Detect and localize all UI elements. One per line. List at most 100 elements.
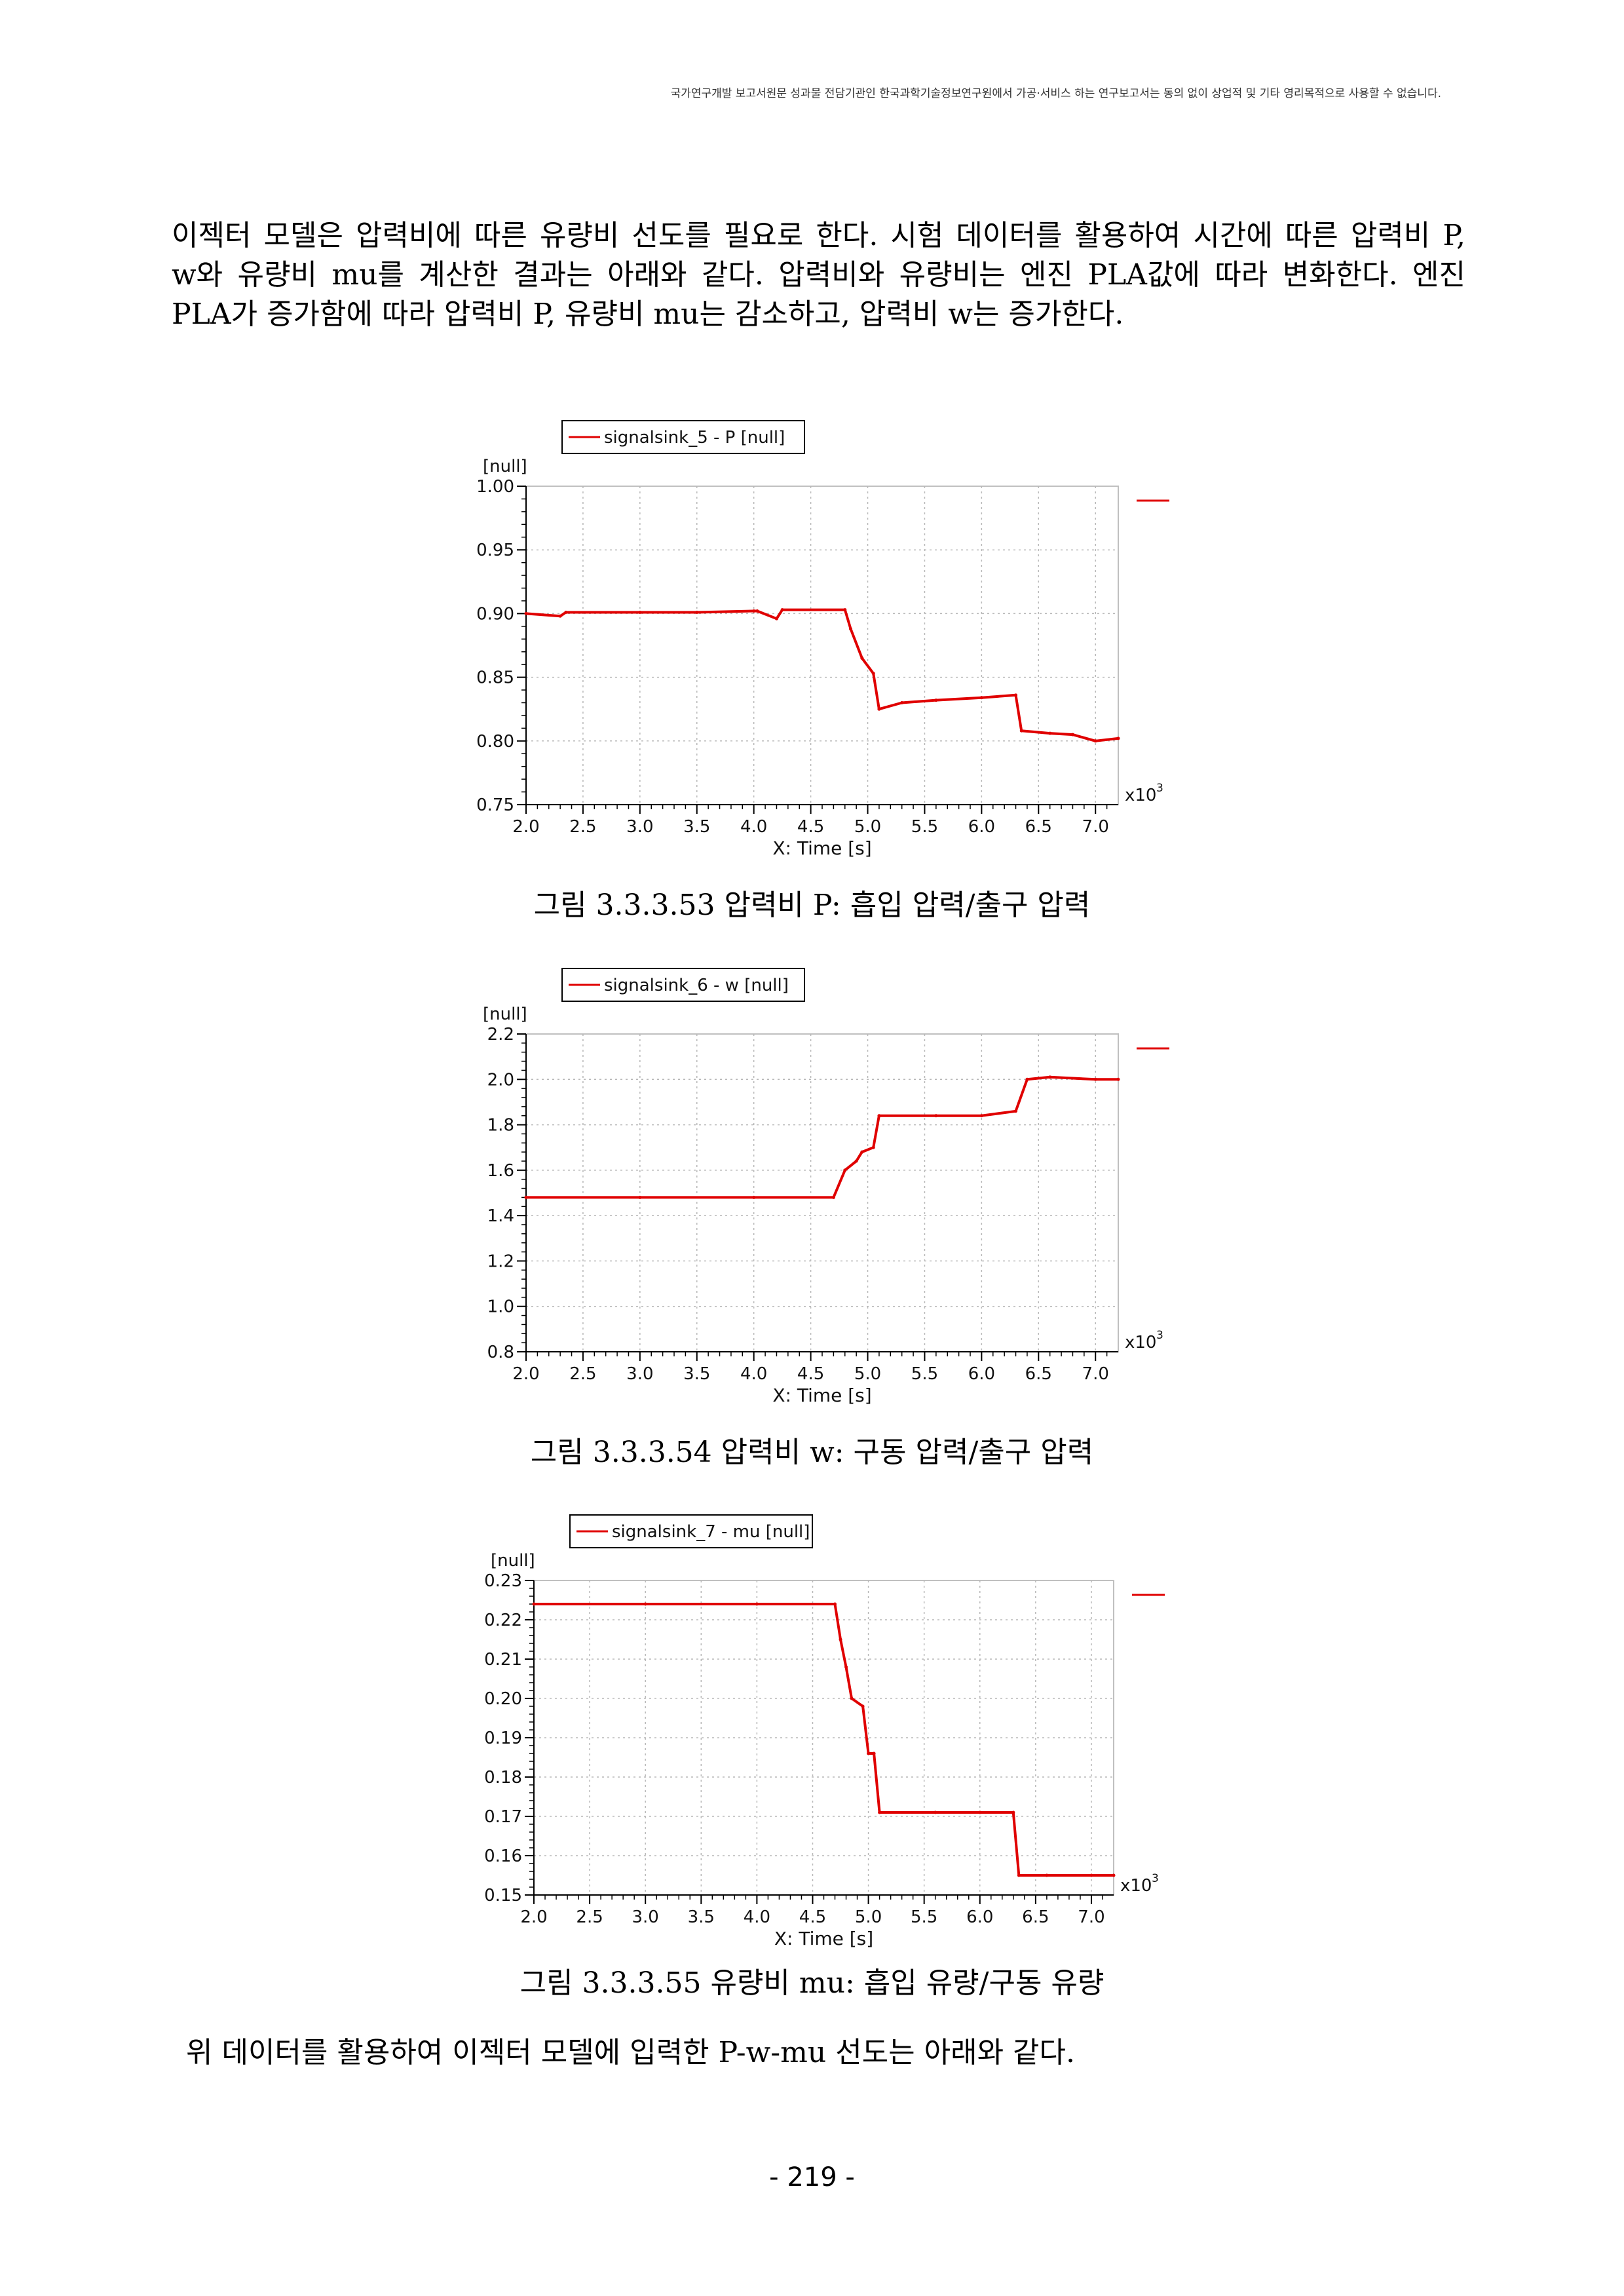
x-multiplier-exponent: 3 — [1152, 1872, 1159, 1885]
data-point — [860, 1150, 864, 1154]
x-tick-label: 3.0 — [632, 1907, 659, 1927]
data-point — [861, 1704, 865, 1708]
legend-label: signalsink_6 - w [null] — [604, 976, 789, 995]
data-point — [843, 1168, 847, 1172]
y-tick-label: 1.4 — [487, 1206, 514, 1226]
chart-2: 2.2 2.0 1.8 1.6 1.4 1.2 1.0 0.8 2.0 2.5 3.0 3.5 4.0 4… — [483, 968, 1169, 1406]
plot-area — [525, 486, 1119, 805]
data-point — [1017, 1873, 1021, 1877]
data-point — [877, 707, 881, 711]
figure-caption-p: 그림 3.3.3.53 압력비 P: 흡입 압력/출구 압력 — [533, 889, 1091, 922]
data-point — [1014, 1109, 1018, 1113]
x-axis-title: X: Time [s] — [774, 1928, 873, 1949]
y-tick-label: 1.0 — [487, 1297, 514, 1317]
data-point — [877, 1114, 881, 1118]
data-point — [643, 1602, 647, 1606]
x-tick-label: 6.5 — [1025, 817, 1052, 837]
data-point — [695, 610, 699, 614]
data-point — [1116, 737, 1120, 740]
data-point — [1116, 1077, 1120, 1081]
series-line — [526, 1075, 1118, 1199]
data-point — [1093, 739, 1097, 743]
y-axis-unit: [null] — [491, 1551, 535, 1571]
page-number: - 219 - — [769, 2162, 855, 2192]
x-tick-label: 4.0 — [744, 1907, 770, 1927]
x-tick-label: 3.5 — [688, 1907, 715, 1927]
legend-box — [561, 968, 805, 1002]
data-point — [1025, 1077, 1029, 1081]
data-point — [979, 696, 983, 700]
closing-paragraph: 위 데이터를 활용하여 이젝터 모델에 입력한 P-w-mu 선도는 아래와 같… — [186, 2036, 1075, 2069]
x-tick-label: 3.0 — [626, 1364, 653, 1384]
data-point — [867, 1751, 871, 1755]
y-tick-label: 0.17 — [484, 1807, 522, 1827]
x-tick-label: 2.5 — [569, 1364, 596, 1384]
data-point — [1070, 733, 1074, 737]
y-tick-label: 0.21 — [484, 1650, 522, 1670]
copyright-notice: 국가연구개발 보고서원문 성과물 전담기관인 한국과학기술정보연구원에서 가공·… — [670, 87, 1441, 100]
y-tick-label: 0.95 — [476, 541, 514, 560]
x-tick-label: 7.0 — [1082, 817, 1109, 837]
legend-box — [569, 1514, 813, 1548]
data-point — [752, 1195, 756, 1199]
data-point — [831, 1195, 835, 1199]
x-tick-label: 6.5 — [1025, 1364, 1052, 1384]
y-tick-label: 2.2 — [487, 1025, 514, 1044]
data-point — [878, 1810, 882, 1814]
y-tick-label: 0.80 — [476, 732, 514, 752]
x-tick-label: 2.0 — [512, 817, 539, 837]
x-tick-label: 6.0 — [968, 817, 995, 837]
data-point — [850, 1696, 854, 1700]
data-point — [871, 672, 875, 676]
data-point — [532, 1602, 536, 1606]
intro-paragraph: 이젝터 모델은 압력비에 따른 유량비 선도를 필요로 한다. 시험 데이터를 … — [172, 219, 1465, 331]
data-point — [524, 611, 528, 615]
y-tick-label: 1.2 — [487, 1252, 514, 1271]
x-tick-label: 6.0 — [966, 1907, 993, 1927]
y-tick-label: 1.8 — [487, 1116, 514, 1136]
data-point — [833, 1602, 837, 1606]
y-axis-unit: [null] — [483, 1004, 527, 1024]
x-tick-label: 4.0 — [740, 1364, 767, 1384]
x-tick-label: 2.5 — [569, 817, 596, 837]
data-point — [1048, 731, 1052, 735]
x-tick-label: 4.0 — [740, 817, 767, 837]
x-tick-label: 5.0 — [855, 1907, 882, 1927]
x-tick-label: 4.5 — [799, 1907, 826, 1927]
x-axis-title: X: Time [s] — [772, 837, 871, 859]
x-tick-label: 3.5 — [683, 1364, 710, 1384]
data-point — [854, 1159, 858, 1163]
chart-3: 0.23 0.22 0.21 0.20 0.19 0.18 0.17 0.16 0.15 2.0 2… — [484, 1514, 1165, 1949]
data-point — [860, 656, 864, 660]
data-point — [843, 608, 847, 612]
data-point — [1011, 1810, 1015, 1814]
x-tick-label: 2.5 — [576, 1907, 603, 1927]
y-tick-label: 0.22 — [484, 1611, 522, 1630]
data-point — [1019, 729, 1023, 733]
data-point — [1048, 1075, 1052, 1079]
data-point — [755, 1602, 759, 1606]
figure-caption-w: 그림 3.3.3.54 압력비 w: 구동 압력/출구 압력 — [530, 1436, 1094, 1469]
data-point — [1014, 693, 1018, 697]
y-tick-label: 1.00 — [476, 477, 514, 497]
data-point — [1093, 1077, 1097, 1081]
x-multiplier: x10 — [1125, 1333, 1156, 1352]
x-multiplier: x10 — [1120, 1876, 1152, 1896]
y-tick-label: 0.85 — [476, 668, 514, 688]
y-tick-label: 0.20 — [484, 1689, 522, 1709]
y-tick-label: 2.0 — [487, 1070, 514, 1090]
data-point — [934, 1810, 937, 1814]
data-point — [1089, 1873, 1093, 1877]
y-tick-label: 0.18 — [484, 1768, 522, 1788]
legend-box — [561, 420, 805, 454]
x-tick-label: 3.0 — [626, 817, 653, 837]
data-point — [774, 617, 778, 621]
data-point — [934, 698, 938, 702]
data-point — [871, 1145, 875, 1149]
series-line — [534, 1603, 1114, 1877]
data-point — [978, 1810, 982, 1814]
data-point — [934, 1114, 938, 1118]
x-tick-label: 5.0 — [854, 817, 881, 837]
data-point — [638, 610, 642, 614]
